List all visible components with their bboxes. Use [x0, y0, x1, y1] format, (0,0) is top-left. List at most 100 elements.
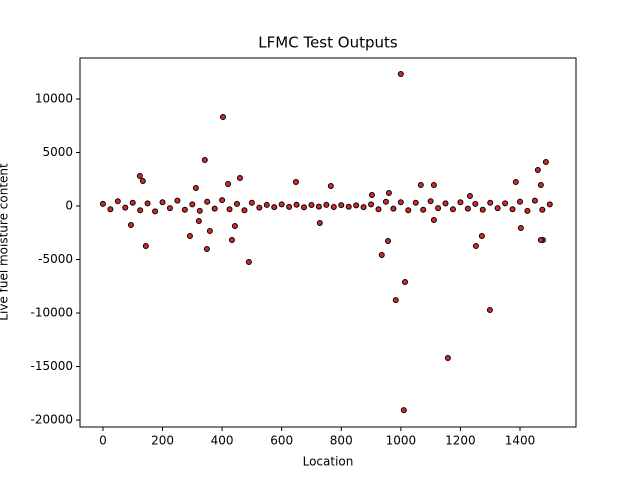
plot-frame [79, 57, 577, 428]
point [107, 206, 114, 213]
point [537, 237, 544, 244]
point [206, 228, 213, 235]
point [531, 197, 538, 204]
y-axis-label: Live fuel moisture content [0, 163, 11, 321]
point [219, 113, 226, 120]
point [464, 205, 471, 212]
point [512, 179, 519, 186]
point [472, 200, 479, 207]
point [338, 202, 345, 209]
point [542, 159, 549, 166]
y-tick-label: -5000 [38, 252, 73, 266]
point [375, 206, 382, 213]
point [271, 204, 278, 211]
point [417, 182, 424, 189]
point [442, 200, 449, 207]
point [196, 207, 203, 214]
point [449, 206, 456, 213]
point [472, 243, 479, 250]
point [516, 198, 523, 205]
point [99, 200, 106, 207]
point [195, 217, 202, 224]
y-tick-label: -20000 [30, 413, 73, 427]
point [466, 193, 473, 200]
x-tick-label: 800 [330, 434, 353, 448]
point [382, 198, 389, 205]
point [360, 204, 367, 211]
point [478, 232, 485, 239]
point [139, 177, 146, 184]
point [301, 204, 308, 211]
point [420, 206, 427, 213]
point [226, 206, 233, 213]
point [430, 217, 437, 224]
point [400, 407, 407, 414]
point [142, 243, 149, 250]
point [204, 198, 211, 205]
point [228, 237, 235, 244]
point [136, 173, 143, 180]
x-tick-label: 0 [99, 434, 107, 448]
point [378, 252, 385, 259]
point [122, 204, 129, 211]
point [353, 202, 360, 209]
point [444, 354, 451, 361]
point [390, 205, 397, 212]
point [330, 203, 337, 210]
point [509, 206, 516, 213]
point [392, 297, 399, 304]
point [233, 200, 240, 207]
y-tick-label: -10000 [30, 306, 73, 320]
point [479, 206, 486, 213]
point [159, 199, 166, 206]
point [211, 205, 218, 212]
chart-title: LFMC Test Outputs [258, 34, 398, 52]
point [219, 197, 226, 204]
point [368, 191, 375, 198]
point [231, 223, 238, 230]
point [316, 220, 323, 227]
y-tick-label: 10000 [35, 91, 73, 105]
point [308, 202, 315, 209]
point [315, 203, 322, 210]
point [435, 205, 442, 212]
point [412, 199, 419, 206]
x-tick-label: 600 [270, 434, 293, 448]
point [263, 201, 270, 208]
y-tick-label: -15000 [30, 359, 73, 373]
point [236, 174, 243, 181]
point [256, 204, 263, 211]
point [368, 201, 375, 208]
point [293, 201, 300, 208]
x-tick-label: 1000 [386, 434, 417, 448]
point [457, 199, 464, 206]
x-tick-label: 1400 [505, 434, 536, 448]
point [427, 198, 434, 205]
point [345, 203, 352, 210]
point [248, 199, 255, 206]
point [286, 203, 293, 210]
point [174, 197, 181, 204]
point [225, 180, 232, 187]
y-tick-label: 5000 [42, 145, 73, 159]
point [430, 182, 437, 189]
x-axis-label: Location [303, 455, 354, 469]
point [402, 278, 409, 285]
y-tick-label: 0 [65, 199, 73, 213]
point [166, 205, 173, 212]
point [127, 222, 134, 229]
point [517, 225, 524, 232]
point [397, 199, 404, 206]
point [186, 232, 193, 239]
x-tick-label: 400 [211, 434, 234, 448]
point [486, 307, 493, 314]
point [397, 70, 404, 77]
point [323, 201, 330, 208]
point [539, 206, 546, 213]
x-tick-label: 200 [151, 434, 174, 448]
point [534, 167, 541, 174]
point [327, 182, 334, 189]
point [241, 207, 248, 214]
point [245, 258, 252, 265]
